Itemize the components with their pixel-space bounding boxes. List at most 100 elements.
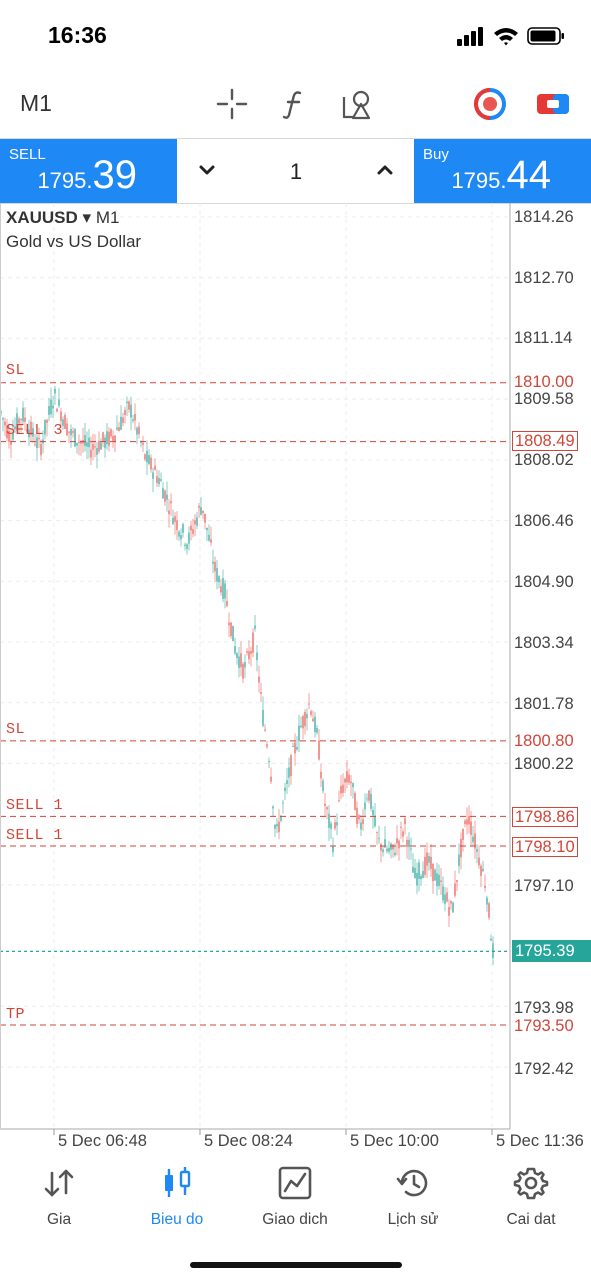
candle-body [424, 856, 426, 875]
candle-body [390, 843, 392, 850]
candle-body [208, 534, 210, 541]
candle-body [374, 815, 376, 827]
buy-button[interactable]: Buy 1795.44 [414, 139, 591, 203]
time-axis-label: 5 Dec 06:48 [58, 1132, 147, 1150]
candle-body [224, 583, 226, 599]
price-axis-label: 1797.10 [514, 877, 574, 895]
lot-size-value[interactable]: 1 [289, 159, 303, 184]
one-click-trading-button[interactable] [472, 86, 508, 122]
candle-body [106, 431, 108, 445]
candle-body [308, 703, 310, 705]
candle-body [126, 401, 128, 404]
chart-area[interactable]: XAUUSD ▾ M1 Gold vs US Dollar 1814.26 18… [0, 203, 591, 1155]
candle-body [400, 826, 402, 828]
candle-body [482, 868, 484, 872]
level-price-sell-1: 1798.86 [512, 807, 578, 827]
candle-body [296, 747, 298, 750]
objects-button[interactable] [340, 86, 376, 122]
candle-body [210, 539, 212, 543]
candle-body [166, 494, 168, 500]
function-icon [282, 91, 302, 119]
candle-body [418, 862, 420, 879]
nav-history[interactable]: Lịch sử [354, 1165, 472, 1229]
candle-body [440, 880, 442, 883]
candle-body [266, 744, 268, 747]
candle-body [472, 836, 474, 843]
trade-panel-toggle-button[interactable] [535, 86, 571, 122]
candle-body [256, 652, 258, 661]
candle-body [392, 844, 394, 850]
crosshair-icon [216, 88, 248, 120]
candle-body [196, 517, 198, 526]
price-axis-label: 1809.58 [514, 390, 574, 408]
chevron-up-icon[interactable] [374, 159, 396, 181]
shapes-icon [342, 90, 371, 120]
candle-body [396, 838, 398, 844]
chevron-down-icon[interactable] [196, 159, 218, 181]
candle-body [194, 520, 196, 525]
nav-chart[interactable]: Bieu do [118, 1165, 236, 1229]
candle-body [294, 742, 296, 754]
level-label-sell-1[interactable]: SELL 1 [6, 827, 64, 844]
candle-body [38, 437, 40, 440]
candle-body [320, 771, 322, 779]
candle-body [312, 718, 314, 722]
candle-body [324, 803, 326, 806]
candle-body [204, 513, 206, 523]
candle-body [434, 869, 436, 881]
sell-button[interactable]: SELL 1795.39 [0, 139, 177, 203]
level-label-tp[interactable]: TP [6, 1006, 26, 1023]
status-icons [457, 26, 565, 46]
candle-body [416, 873, 418, 886]
candle-body [44, 419, 46, 435]
candle-body [64, 415, 66, 430]
crosshair-button[interactable] [214, 86, 250, 122]
nav-quotes[interactable]: Gia [0, 1165, 118, 1229]
candle-body [176, 520, 178, 531]
candle-body [268, 761, 270, 763]
candle-body [362, 819, 364, 825]
quotes-arrows-icon [44, 1169, 74, 1197]
candle-body [22, 407, 24, 422]
indicators-button[interactable] [276, 86, 312, 122]
candle-body [100, 442, 102, 450]
candle-body [188, 532, 190, 544]
lot-size-control: 1 [178, 139, 414, 203]
nav-trade[interactable]: Giao dich [236, 1165, 354, 1229]
candle-body [378, 838, 380, 840]
candle-body [150, 457, 152, 470]
candle-body [338, 799, 340, 801]
candle-body [358, 815, 360, 820]
nav-settings[interactable]: Cai dat [472, 1165, 590, 1229]
candle-body [178, 531, 180, 537]
time-axis-label: 5 Dec 10:00 [350, 1132, 439, 1150]
level-label-sl[interactable]: SL [6, 362, 26, 379]
candle-body [460, 838, 462, 858]
candle-body [48, 405, 50, 415]
price-chart[interactable] [0, 203, 591, 1155]
candle-body [242, 663, 244, 679]
timeframe-button[interactable]: M1 [20, 90, 52, 116]
candle-body [14, 426, 16, 430]
candle-body [372, 809, 374, 816]
nav-label: Lịch sử [387, 1211, 439, 1228]
symbol-header[interactable]: XAUUSD ▾ M1 [6, 208, 119, 228]
candle-body [158, 478, 160, 485]
candle-body [216, 567, 218, 582]
candle-body [170, 501, 172, 504]
candle-body [96, 448, 98, 455]
candle-body [366, 798, 368, 800]
price-axis-label: 1800.22 [514, 755, 574, 773]
candle-body [444, 894, 446, 904]
level-label-sl[interactable]: SL [6, 721, 26, 738]
battery-icon [527, 27, 564, 45]
candle-body [140, 441, 142, 443]
level-label-sell-3[interactable]: SELL 3 [6, 422, 64, 439]
candle-body [232, 625, 234, 641]
candle-body [56, 408, 58, 412]
level-label-sell-1[interactable]: SELL 1 [6, 797, 64, 814]
candle-body [274, 824, 276, 829]
candle-body [16, 413, 18, 431]
candle-body [344, 778, 346, 783]
chart-toolbar: M1 [0, 72, 591, 138]
